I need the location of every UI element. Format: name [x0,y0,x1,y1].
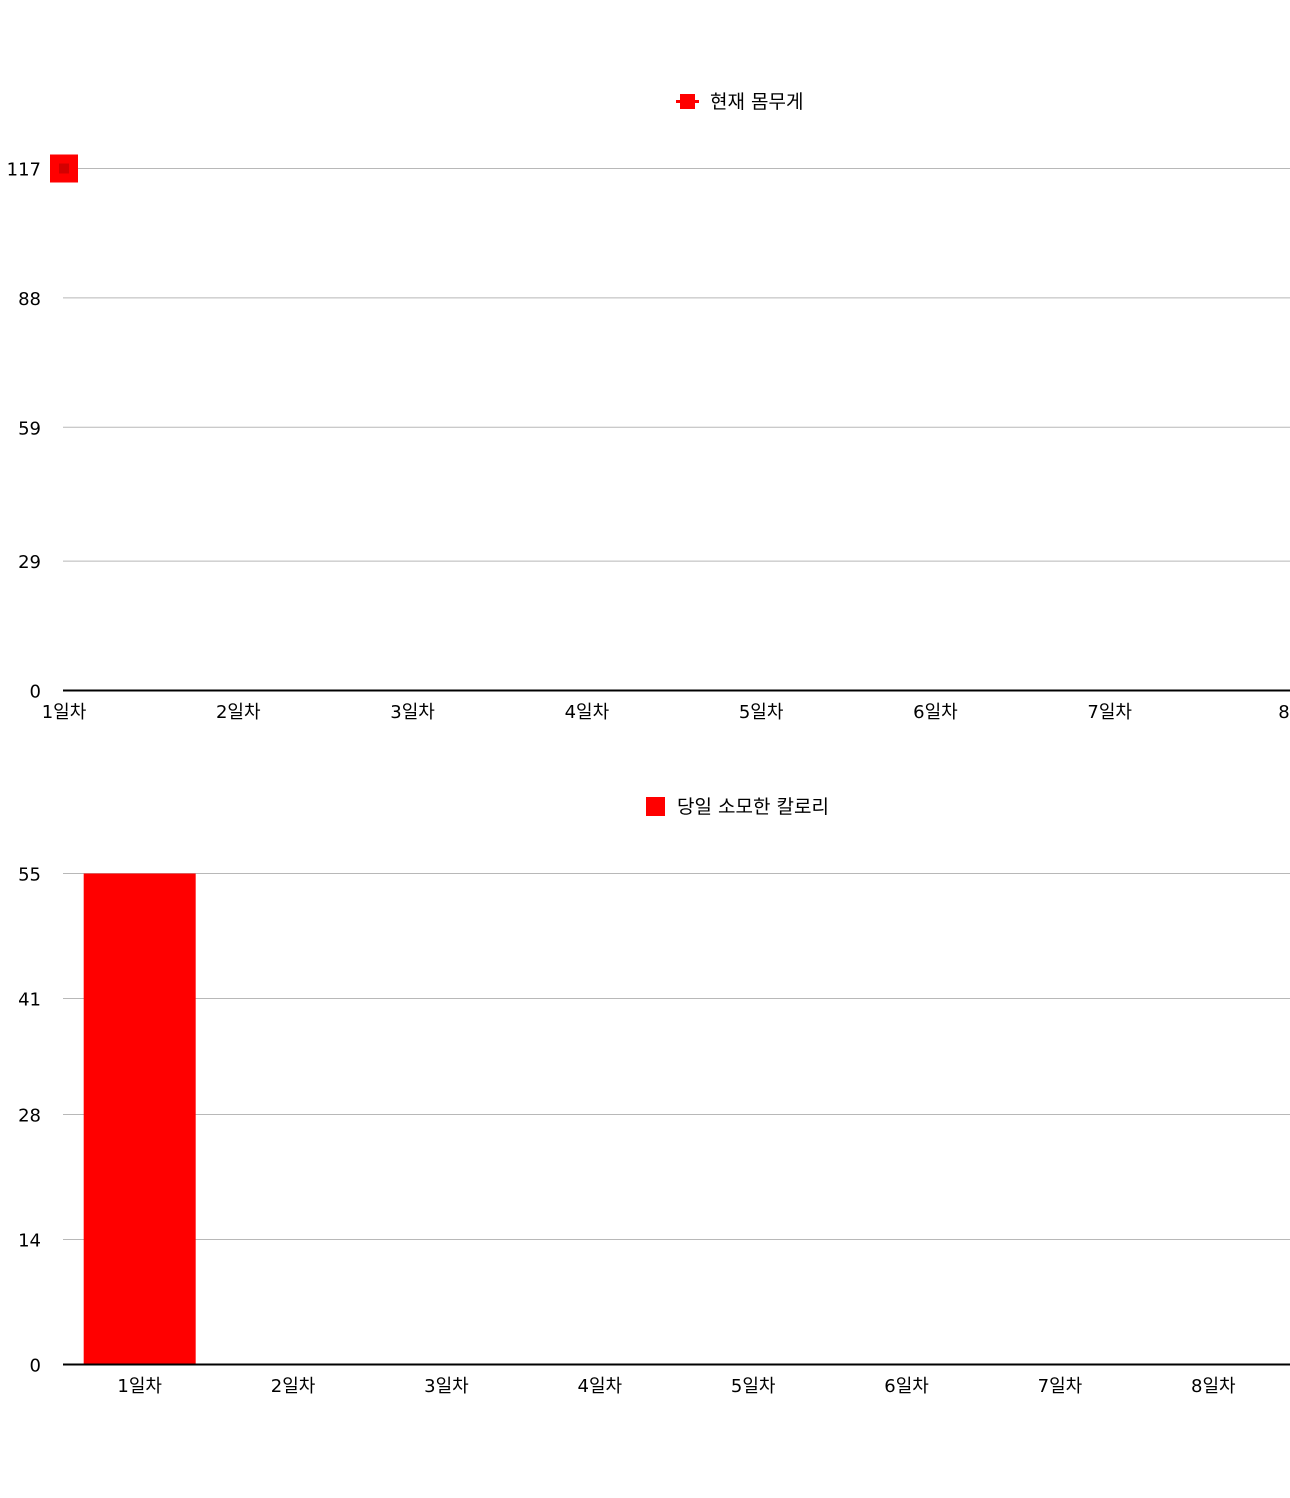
calories-chart: 당일 소모한 칼로리 0 14 28 41 55 1일차 2일차 3일차 4일차 5일차 6일차 7… [18,796,1290,1397]
calories-x-tick-label: 1일차 [117,1376,162,1397]
weight-y-tick-label: 0 [30,682,41,703]
calories-y-tick-label: 14 [18,1231,41,1252]
calories-legend: 당일 소모한 칼로리 [646,796,829,818]
weight-x-tick-label: 1일차 [42,702,87,723]
calories-x-tick-label: 4일차 [578,1376,623,1397]
weight-chart: 현재 몸무게 0 29 59 88 117 1일차 2일차 3일차 4일차 5일차 6일차 7일차 8 [7,91,1290,723]
weight-y-tick-labels: 0 29 59 88 117 [7,160,41,703]
weight-x-tick-label: 7일차 [1087,702,1132,723]
calories-legend-label: 당일 소모한 칼로리 [677,796,829,818]
weight-gridlines [63,168,1290,562]
weight-y-tick-label: 29 [18,552,41,573]
calories-x-tick-label: 7일차 [1038,1376,1083,1397]
calories-x-tick-label: 3일차 [424,1376,469,1397]
calories-y-tick-labels: 0 14 28 41 55 [18,865,41,1377]
weight-x-tick-labels: 1일차 2일차 3일차 4일차 5일차 6일차 7일차 8 [42,702,1290,723]
weight-x-tick-label: 5일차 [739,702,784,723]
weight-legend: 현재 몸무게 [676,91,803,113]
calories-x-tick-label: 5일차 [731,1376,776,1397]
weight-y-tick-label: 59 [18,418,41,439]
weight-y-tick-label: 88 [18,289,41,310]
calories-bar [83,873,196,1365]
weight-x-tick-label: 3일차 [390,702,435,723]
calories-bars [83,873,196,1365]
weight-y-tick-label: 117 [7,160,41,181]
weight-data-points [50,154,78,183]
calories-y-tick-label: 0 [30,1356,41,1377]
calories-x-tick-label: 8일차 [1191,1376,1236,1397]
weight-x-tick-label: 6일차 [913,702,958,723]
calories-y-tick-label: 41 [18,989,41,1010]
calories-y-tick-label: 55 [18,865,41,886]
weight-legend-label: 현재 몸무게 [710,91,803,113]
calories-x-tick-label: 6일차 [884,1376,929,1397]
calories-gridlines [63,873,1290,1241]
weight-data-point-center [59,163,69,174]
calories-x-tick-labels: 1일차 2일차 3일차 4일차 5일차 6일차 7일차 8일차 [117,1376,1236,1397]
weight-x-tick-label: 2일차 [216,702,261,723]
calories-legend-swatch [646,797,665,816]
calories-x-tick-label: 2일차 [271,1376,316,1397]
weight-x-tick-label: 8 [1278,702,1289,723]
weight-x-tick-label: 4일차 [565,702,610,723]
calories-y-tick-label: 28 [18,1106,41,1127]
